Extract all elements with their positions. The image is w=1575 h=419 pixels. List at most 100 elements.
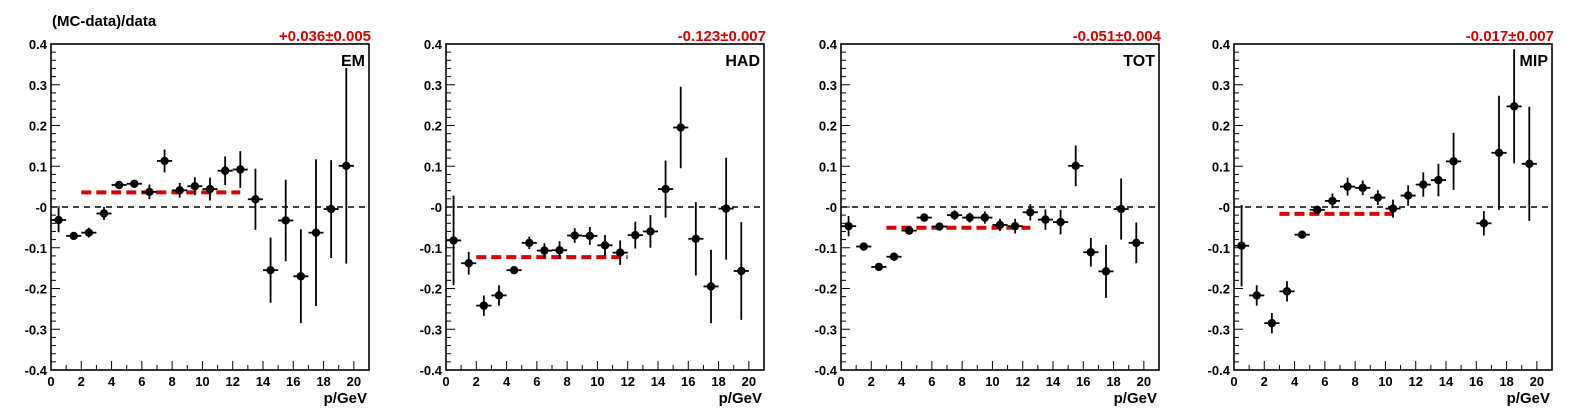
data-point (1494, 148, 1504, 158)
data-point (1358, 183, 1367, 193)
x-tick-label: 10 (985, 374, 999, 389)
data-point (1313, 205, 1322, 215)
y-tick-label: 0.4 (819, 37, 838, 52)
data-point (859, 242, 868, 251)
x-tick-label: 0 (837, 374, 844, 389)
x-tick-label: 20 (742, 374, 756, 389)
x-tick-label: 6 (928, 374, 935, 389)
x-tick-label: 8 (1352, 374, 1359, 389)
y-tick-label: -0.1 (815, 241, 837, 256)
panel-mip: 0 2 4 6 8 10 12 14 16 18 20 -0.4 -0.3 -0.2 -0.1 -0 0.1 0.… (1208, 28, 1554, 407)
data-point (130, 179, 139, 188)
data-point (721, 204, 731, 213)
x-tick-label: 12 (1015, 374, 1029, 389)
data-point (1116, 204, 1126, 214)
data-point (54, 215, 63, 225)
x-tick-label: 20 (1530, 374, 1544, 389)
x-tick-label: 2 (868, 374, 875, 389)
fit-label: -0.017±0.007 (1466, 28, 1554, 45)
x-tick-label: 20 (1137, 374, 1151, 389)
x-tick-label: 6 (1321, 374, 1328, 389)
x-tick-label: 12 (1408, 374, 1422, 389)
y-tick-label: 0.1 (29, 159, 47, 174)
x-tick-label: 18 (1106, 374, 1120, 389)
data-point (281, 216, 290, 225)
data-point (1403, 191, 1413, 200)
data-point (175, 186, 184, 195)
data-point (464, 259, 473, 268)
chart-panels: 0 2 4 6 8 10 12 14 16 18 20-0.4-0.3-0.2-0.1-00.10.… (25, 28, 1554, 407)
x-tick-label: 2 (78, 374, 85, 389)
y-tick-label: -0 (825, 200, 837, 215)
y-tick-label: -0.4 (815, 363, 838, 378)
data-point (69, 231, 78, 241)
data-point (1101, 267, 1111, 276)
x-tick-label: 12 (225, 374, 239, 389)
data-point (844, 221, 853, 231)
data-point (676, 123, 685, 132)
panel-label: EM (341, 53, 365, 70)
y-tick-label: -0.4 (420, 363, 443, 378)
y-tick-label: -0 (35, 200, 47, 215)
x-tick-label: 16 (1469, 374, 1483, 389)
y-tick-label: -0.2 (1208, 282, 1230, 297)
x-tick-label: 14 (1439, 374, 1454, 389)
x-tick-label: 16 (286, 374, 300, 389)
fit-label: -0.051±0.004 (1073, 28, 1162, 45)
y-tick-label: 0.2 (1212, 119, 1230, 134)
data-point (1132, 238, 1141, 248)
data-point (1237, 241, 1246, 250)
x-tick-label: 20 (347, 374, 361, 389)
data-point (691, 234, 701, 243)
data-point (1086, 248, 1096, 257)
x-axis-title: p/GeV (1507, 390, 1550, 407)
y-tick-label: 0.1 (424, 159, 442, 174)
y-tick-label: -0.3 (815, 322, 837, 337)
data-point (342, 161, 351, 171)
y-tick-label: 0.4 (29, 37, 48, 52)
data-point (646, 227, 655, 236)
x-tick-label: 0 (442, 374, 449, 389)
data-point (311, 228, 321, 237)
data-point (1373, 193, 1383, 202)
data-point (266, 265, 275, 275)
data-point (509, 265, 519, 275)
y-tick-label: -0.2 (420, 282, 442, 297)
y-tick-label: -0.1 (420, 241, 442, 256)
y-tick-label: -0 (1218, 200, 1230, 215)
data-point (874, 262, 884, 272)
y-tick-label: 0.4 (1212, 37, 1231, 52)
y-tick-label: 0.3 (1212, 78, 1230, 93)
y-tick-label: 0.3 (29, 78, 47, 93)
x-axis-title: p/GeV (324, 390, 367, 407)
data-point (1056, 217, 1065, 227)
data-point (615, 248, 625, 257)
panel-label: HAD (725, 53, 760, 70)
data-point (296, 272, 306, 281)
y-tick-label: -0.4 (1208, 363, 1231, 378)
panel-label: TOT (1123, 53, 1155, 70)
y-tick-label: -0.3 (420, 322, 442, 337)
data-point (555, 245, 564, 255)
x-axis-title: p/GeV (1114, 390, 1157, 407)
data-point (540, 246, 549, 255)
data-point (904, 226, 914, 235)
data-point (114, 180, 124, 190)
panel-tot: 0 2 4 6 8 10 12 14 16 18 20 -0.4 -0.3 -0.2 -0.1 -0 0.1 0.… (815, 28, 1162, 407)
x-tick-label: 8 (564, 374, 571, 389)
x-tick-label: 14 (256, 374, 271, 389)
data-point (1525, 159, 1534, 169)
x-tick-label: 2 (1261, 374, 1268, 389)
data-point (995, 220, 1005, 230)
data-point (600, 241, 610, 250)
y-tick-label: -0.2 (25, 282, 47, 297)
y-tick-label: -0.3 (1208, 322, 1230, 337)
y-tick-label: 0.2 (819, 119, 837, 134)
data-point (950, 210, 959, 220)
data-point (1282, 287, 1292, 296)
y-tick-label: 0.4 (424, 37, 443, 52)
data-point (585, 231, 595, 241)
data-point (1010, 221, 1020, 231)
data-point (706, 282, 716, 291)
data-point (631, 230, 640, 240)
